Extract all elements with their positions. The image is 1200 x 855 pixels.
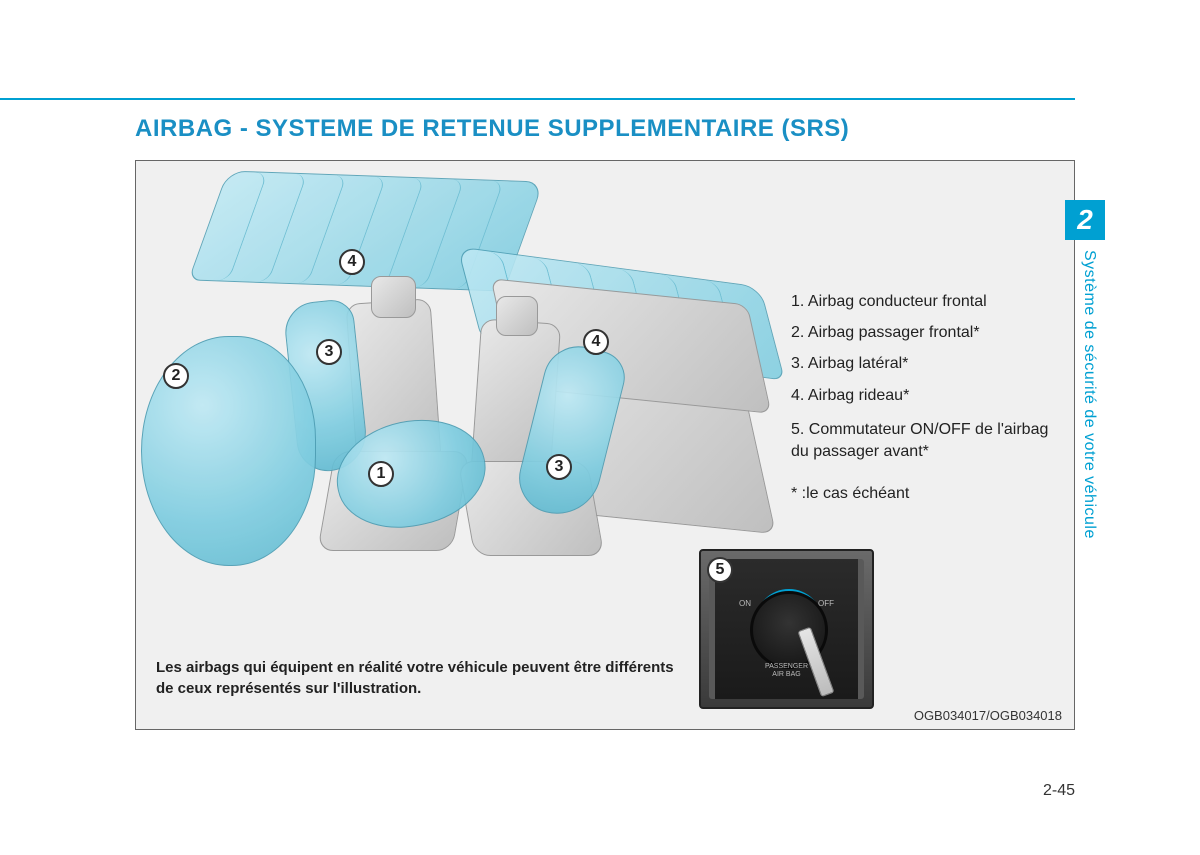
callout-3-left: 3 <box>316 339 342 365</box>
page-heading: AIRBAG - SYSTEME DE RETENUE SUPPLEMENTAI… <box>135 115 849 143</box>
top-rule <box>0 98 1075 100</box>
airbag-illustration: 2 3 4 1 3 4 <box>146 171 766 651</box>
legend-footnote: * :le cas échéant <box>791 478 1061 509</box>
chapter-label: Système de sécurité de votre véhicule <box>1080 250 1098 539</box>
figure-caption: Les airbags qui équipent en réalité votr… <box>156 657 676 699</box>
chapter-tab: 2 <box>1065 200 1105 240</box>
legend-item: 1. Airbag conducteur frontal <box>791 286 1061 317</box>
airbag-switch-inset: ON OFF PASSENGERAIR BAG 5 <box>699 549 874 709</box>
callout-4-left: 4 <box>339 249 365 275</box>
legend-item: 5. Commutateur ON/OFF de l'airbag du pas… <box>791 419 1061 464</box>
switch-on-label: ON <box>739 599 751 608</box>
callout-5: 5 <box>707 557 733 583</box>
callout-1: 1 <box>368 461 394 487</box>
legend-item: 3. Airbag latéral* <box>791 348 1061 379</box>
passenger-headrest <box>496 296 538 336</box>
legend-item: 2. Airbag passager frontal* <box>791 317 1061 348</box>
callout-2: 2 <box>163 363 189 389</box>
figure-box: 2 3 4 1 3 4 ON OFF PASSENGERAIR BAG 5 1.… <box>135 160 1075 730</box>
callout-4-right: 4 <box>583 329 609 355</box>
image-code: OGB034017/OGB034018 <box>914 708 1062 723</box>
legend-item: 4. Airbag rideau* <box>791 380 1061 411</box>
switch-sub-label: PASSENGERAIR BAG <box>715 663 858 678</box>
legend-list: 1. Airbag conducteur frontal 2. Airbag p… <box>791 286 1061 509</box>
page-number: 2-45 <box>1043 782 1075 800</box>
switch-off-label: OFF <box>818 599 834 608</box>
driver-headrest <box>371 276 416 318</box>
callout-3-right: 3 <box>546 454 572 480</box>
switch-panel: ON OFF PASSENGERAIR BAG <box>709 559 864 699</box>
